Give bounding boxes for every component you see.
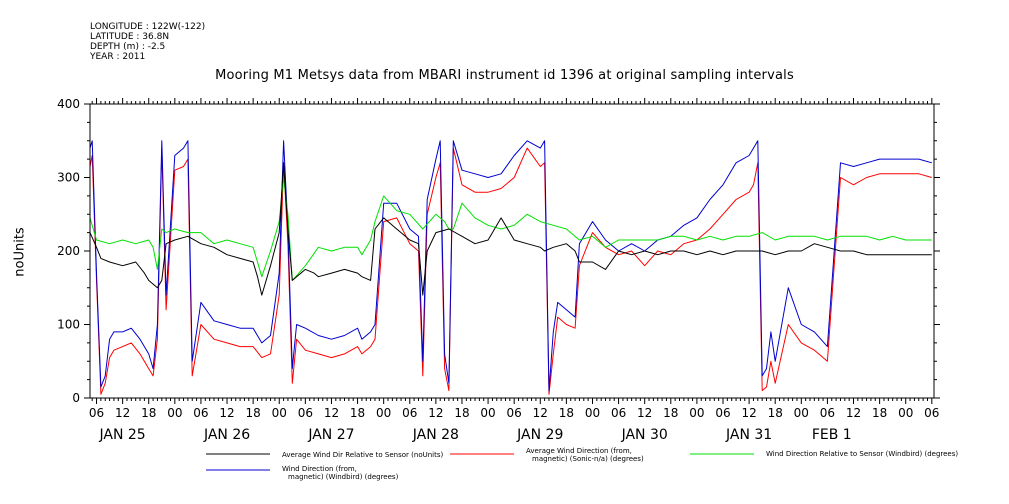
legend-label: Wind Direction (from, magnetic) (Windbird… [282, 465, 399, 481]
x-tick-label: 12 [115, 406, 130, 420]
y-tick-label: 400 [57, 97, 80, 111]
x-tick-label: 06 [89, 406, 104, 420]
x-date-label: JAN 25 [99, 427, 146, 443]
series-line-3 [89, 140, 932, 392]
depth-label: DEPTH (m) : -2.5 [90, 42, 166, 52]
series-line-0 [89, 162, 932, 296]
x-tick-label: 12 [324, 406, 339, 420]
y-tick-label: 300 [57, 171, 80, 185]
x-tick-label: 00 [272, 406, 287, 420]
x-tick-label: 18 [663, 406, 678, 420]
x-date-label: JAN 30 [621, 427, 668, 443]
x-date-label: JAN 29 [516, 427, 563, 443]
x-tick-label: 18 [141, 406, 156, 420]
x-tick-label: 06 [820, 406, 835, 420]
x-date-label: FEB 1 [812, 427, 852, 443]
plot-frame [89, 103, 935, 399]
x-tick-label: 12 [219, 406, 234, 420]
x-tick-label: 18 [559, 406, 574, 420]
x-date-label: JAN 28 [412, 427, 459, 443]
x-tick-label: 00 [585, 406, 600, 420]
x-tick-label: 12 [846, 406, 861, 420]
series-line-2 [89, 177, 932, 281]
metadata-block: LONGITUDE : 122W(-122) LATITUDE : 36.8N … [90, 22, 205, 62]
x-tick-label: 18 [454, 406, 469, 420]
x-date-label: JAN 27 [307, 427, 354, 443]
y-tick-label: 200 [57, 244, 80, 258]
x-tick-label: 18 [768, 406, 783, 420]
legend-label: Wind Direction Relative to Sensor (Windb… [766, 450, 958, 458]
series-layer [89, 140, 932, 395]
axes-layer: 0 100 200 300 400 06 12 18 00 06 12 18 00 06 12 18 00 06 1… [57, 97, 940, 443]
x-tick-label: 00 [376, 406, 391, 420]
x-tick-label: 06 [611, 406, 626, 420]
x-date-label: JAN 31 [725, 427, 772, 443]
latitude-label: LATITUDE : 36.8N [90, 32, 170, 42]
x-tick-label: 12 [741, 406, 756, 420]
x-tick-label: 18 [350, 406, 365, 420]
legend-label: Average Wind Direction (from, magnetic) (… [526, 447, 644, 463]
longitude-label: LONGITUDE : 122W(-122) [90, 22, 206, 32]
year-label: YEAR : 2011 [90, 52, 146, 62]
legend-label: Average Wind Dir Relative to Sensor (noU… [282, 451, 443, 459]
y-tick-label: 100 [57, 318, 80, 332]
x-tick-label: 00 [794, 406, 809, 420]
x-tick-label: 12 [428, 406, 443, 420]
x-tick-label: 06 [402, 406, 417, 420]
x-tick-label: 18 [872, 406, 887, 420]
x-tick-label: 06 [193, 406, 208, 420]
x-tick-label: 00 [898, 406, 913, 420]
series-line-1 [89, 147, 932, 395]
x-tick-label: 06 [924, 406, 939, 420]
x-tick-label: 06 [507, 406, 522, 420]
legend: Average Wind Dir Relative to Sensor (noU… [206, 447, 958, 481]
chart-title: Mooring M1 Metsys data from MBARI instru… [215, 68, 794, 83]
x-tick-label: 00 [689, 406, 704, 420]
x-tick-label: 06 [298, 406, 313, 420]
x-tick-label: 18 [246, 406, 261, 420]
x-tick-label: 00 [167, 406, 182, 420]
x-tick-label: 06 [715, 406, 730, 420]
x-tick-label: 12 [533, 406, 548, 420]
x-date-label: JAN 26 [203, 427, 250, 443]
x-tick-label: 00 [480, 406, 495, 420]
y-tick-label: 0 [72, 391, 80, 405]
x-tick-label: 12 [637, 406, 652, 420]
